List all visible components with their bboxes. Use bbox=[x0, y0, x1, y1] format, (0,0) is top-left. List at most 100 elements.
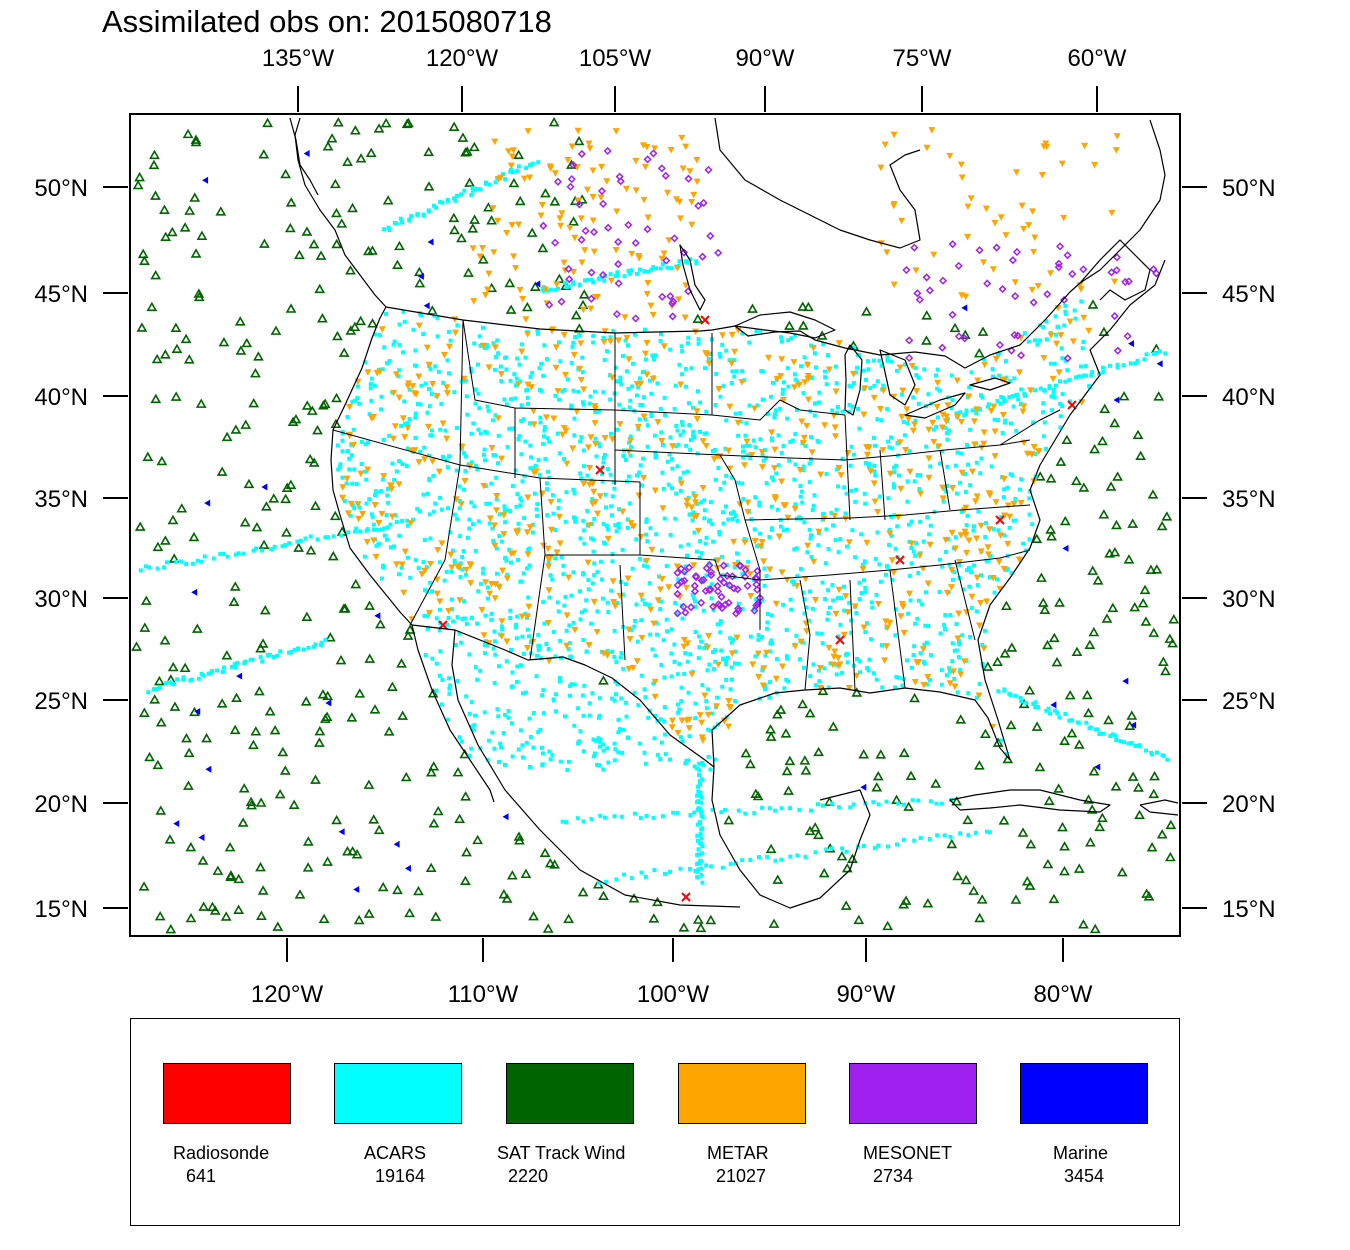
acars-marker bbox=[572, 682, 577, 687]
sat-track-wind-marker bbox=[1160, 665, 1171, 676]
metar-marker bbox=[436, 598, 444, 605]
acars-marker bbox=[534, 507, 539, 512]
acars-marker bbox=[211, 556, 216, 561]
metar-marker bbox=[489, 205, 497, 212]
acars-marker bbox=[698, 807, 703, 812]
sat-track-wind-marker bbox=[364, 653, 376, 663]
acars-marker bbox=[1058, 414, 1063, 419]
acars-marker bbox=[940, 564, 945, 569]
acars-marker bbox=[373, 493, 378, 498]
metar-marker bbox=[832, 433, 840, 440]
acars-marker bbox=[696, 337, 701, 342]
acars-marker bbox=[1129, 740, 1134, 745]
acars-marker bbox=[675, 672, 680, 677]
acars-marker bbox=[565, 377, 570, 382]
acars-marker bbox=[391, 544, 396, 549]
mesonet-marker bbox=[910, 243, 919, 252]
sat-track-wind-marker bbox=[803, 301, 814, 312]
acars-marker bbox=[475, 677, 480, 682]
sat-track-wind-marker bbox=[268, 493, 280, 503]
metar-marker bbox=[624, 575, 632, 583]
acars-marker bbox=[815, 438, 820, 443]
acars-marker bbox=[954, 648, 959, 653]
mesonet-marker bbox=[938, 276, 948, 285]
acars-marker bbox=[712, 757, 717, 762]
map-title: Assimilated obs on: 2015080718 bbox=[102, 4, 552, 39]
acars-marker bbox=[385, 361, 390, 366]
metar-marker bbox=[942, 536, 950, 544]
acars-marker bbox=[615, 427, 620, 432]
acars-marker bbox=[458, 574, 463, 579]
sat-track-wind-marker bbox=[221, 650, 233, 660]
sat-track-wind-marker bbox=[132, 179, 144, 190]
acars-marker bbox=[686, 690, 691, 695]
metar-marker bbox=[876, 405, 884, 413]
metar-marker bbox=[492, 507, 500, 514]
acars-marker bbox=[867, 461, 872, 466]
acars-marker bbox=[603, 815, 608, 820]
sat-track-wind-marker bbox=[827, 721, 839, 731]
sat-track-wind-marker bbox=[285, 479, 297, 489]
acars-marker bbox=[569, 406, 574, 411]
metar-marker bbox=[748, 452, 756, 459]
acars-marker bbox=[979, 456, 984, 461]
acars-marker bbox=[648, 632, 653, 637]
metar-marker bbox=[909, 427, 917, 435]
acars-marker bbox=[790, 438, 795, 443]
acars-marker bbox=[1023, 393, 1028, 398]
metar-marker bbox=[516, 286, 524, 294]
acars-marker bbox=[464, 394, 469, 399]
acars-marker bbox=[743, 433, 748, 438]
sat-track-wind-marker bbox=[259, 604, 271, 615]
sat-track-wind-marker bbox=[377, 881, 389, 892]
acars-marker bbox=[572, 723, 577, 728]
metar-marker bbox=[1000, 475, 1008, 483]
metar-marker bbox=[667, 146, 675, 154]
acars-marker bbox=[645, 423, 650, 428]
acars-marker bbox=[784, 654, 789, 659]
metar-marker bbox=[958, 469, 966, 477]
acars-marker bbox=[563, 594, 568, 599]
acars-marker bbox=[788, 597, 793, 602]
acars-marker bbox=[743, 811, 748, 816]
sat-track-wind-marker bbox=[315, 250, 327, 260]
acars-marker bbox=[1041, 410, 1046, 415]
acars-marker bbox=[462, 487, 467, 492]
metar-marker bbox=[1066, 318, 1074, 326]
sat-track-wind-marker bbox=[898, 747, 910, 758]
mesonet-marker bbox=[1123, 332, 1132, 341]
sat-track-wind-marker bbox=[314, 283, 326, 294]
acars-marker bbox=[876, 802, 881, 807]
acars-marker bbox=[672, 642, 677, 647]
metar-marker bbox=[621, 314, 629, 321]
metar-marker bbox=[853, 672, 861, 680]
acars-marker bbox=[747, 443, 752, 448]
acars-marker bbox=[569, 403, 574, 408]
sat-track-wind-marker bbox=[781, 765, 793, 776]
acars-marker bbox=[221, 551, 226, 556]
acars-marker bbox=[275, 654, 280, 659]
acars-marker bbox=[452, 560, 457, 565]
acars-marker bbox=[278, 649, 283, 654]
metar-marker bbox=[648, 546, 656, 554]
marine-marker bbox=[1113, 396, 1120, 404]
metar-marker bbox=[865, 444, 873, 452]
acars-marker bbox=[378, 489, 383, 494]
acars-marker bbox=[546, 469, 551, 474]
metar-marker bbox=[925, 426, 933, 434]
sat-track-wind-marker bbox=[423, 181, 435, 191]
acars-marker bbox=[425, 614, 430, 619]
acars-marker bbox=[481, 566, 486, 571]
acars-marker bbox=[603, 492, 608, 497]
acars-marker bbox=[315, 537, 320, 542]
acars-marker bbox=[848, 463, 853, 468]
metar-marker bbox=[625, 356, 633, 363]
acars-marker bbox=[748, 858, 753, 863]
acars-marker bbox=[308, 534, 313, 539]
sat-track-wind-marker bbox=[191, 623, 203, 633]
mesonet-marker bbox=[673, 581, 682, 590]
acars-marker bbox=[478, 668, 483, 673]
acars-marker bbox=[267, 652, 272, 657]
acars-marker bbox=[1080, 374, 1085, 379]
acars-marker bbox=[774, 408, 779, 413]
